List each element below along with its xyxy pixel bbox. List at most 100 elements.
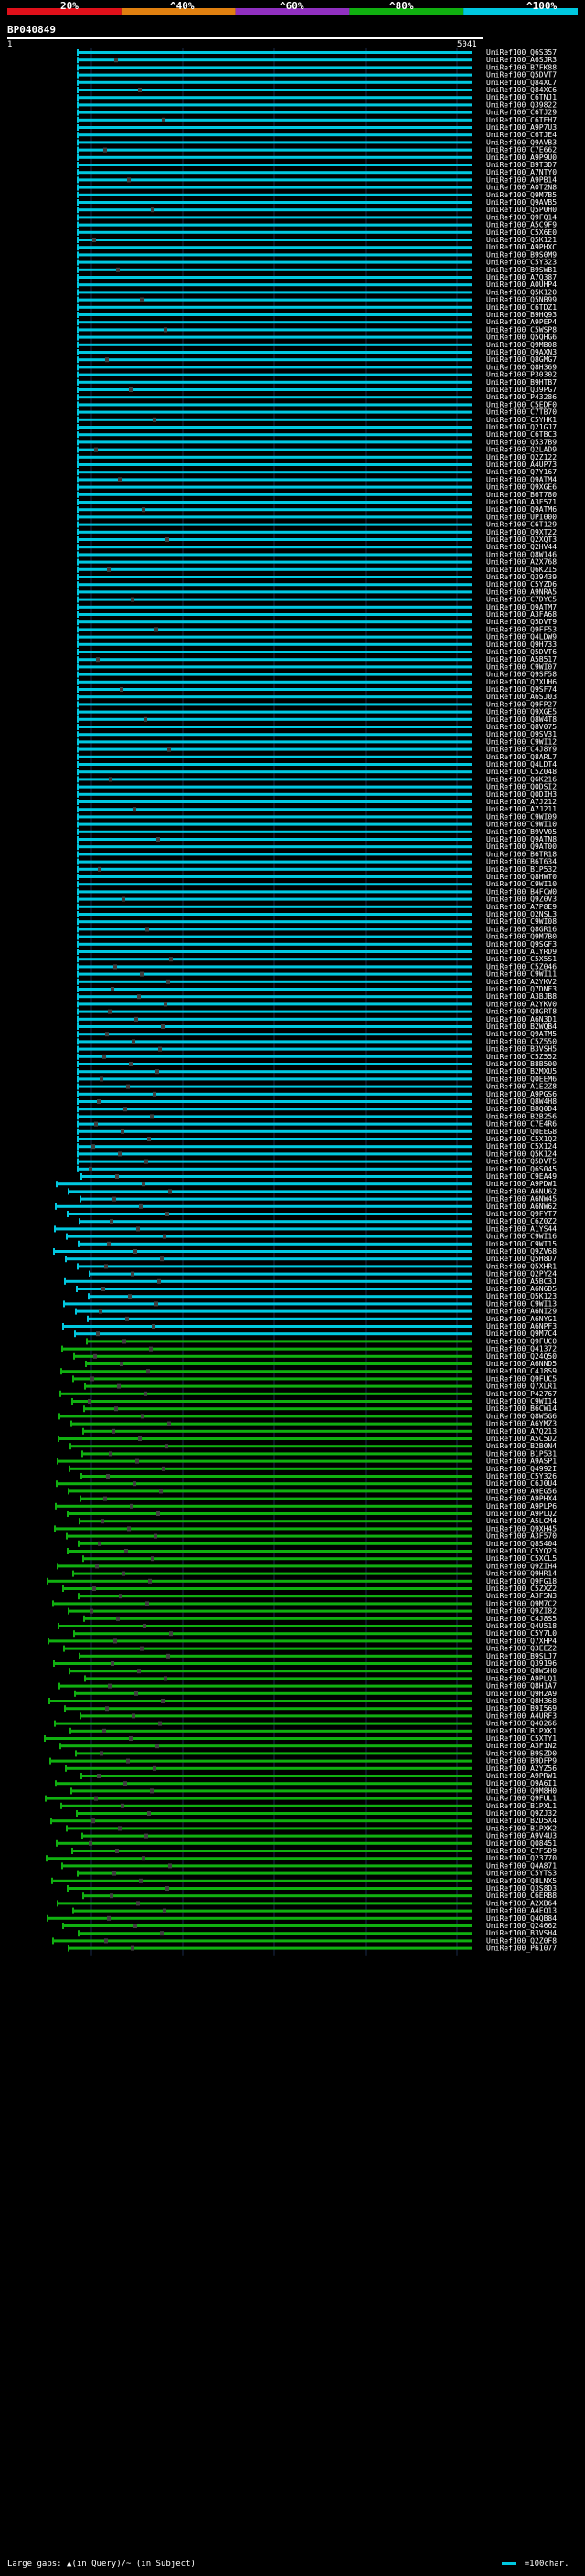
hit-label: UniRef100_B9VV05 — [486, 828, 557, 836]
hit-bar — [59, 1437, 472, 1440]
hit-start-tick — [77, 828, 79, 835]
colorbar-segment — [463, 8, 578, 15]
hit-start-tick — [67, 1211, 69, 1217]
hit-label: UniRef100_A9P9U0 — [486, 154, 557, 162]
hit-label: UniRef100_Q8GMG7 — [486, 355, 557, 364]
hit-label: UniRef100_Q9M7C2 — [486, 1599, 557, 1607]
hit-bar — [79, 1129, 472, 1133]
hit-label: UniRef100_A9ASP1 — [486, 1458, 557, 1466]
hit-label: UniRef100_Q39PG7 — [486, 386, 557, 394]
gap-marker — [124, 1549, 128, 1553]
hit-label: UniRef100_C5YTS3 — [486, 1870, 557, 1878]
gap-marker — [149, 1346, 153, 1352]
hit-label: UniRef100_Q0EEG8 — [486, 1128, 557, 1136]
hit-bar — [48, 1579, 472, 1583]
gap-marker — [154, 1301, 158, 1307]
hit-start-tick — [77, 790, 79, 798]
gap-marker — [109, 777, 112, 782]
gap-marker — [121, 1803, 124, 1808]
hit-bar — [84, 1894, 472, 1898]
hit-bar — [77, 1309, 472, 1313]
gap-marker — [157, 1278, 161, 1284]
hit-start-tick — [56, 1181, 58, 1188]
gap-marker — [94, 1121, 98, 1127]
hit-label: UniRef100_Q7DNF3 — [486, 985, 557, 993]
hit-label: UniRef100_Q4U518 — [486, 1622, 557, 1630]
hit-start-tick — [84, 1383, 86, 1390]
hit-label: UniRef100_C5XCL5 — [486, 1554, 557, 1563]
hit-bar — [47, 1797, 472, 1800]
hit-bar — [80, 1595, 472, 1598]
hit-label: UniRef100_A7J211 — [486, 805, 557, 813]
gap-marker — [142, 1182, 145, 1187]
hit-bar — [69, 1190, 472, 1193]
hit-label: UniRef100_Q39196 — [486, 1659, 557, 1668]
hit-label: UniRef100_Q9FF53 — [486, 625, 557, 633]
gap-marker — [110, 1893, 113, 1899]
hit-start-tick — [89, 1270, 90, 1277]
hit-label: UniRef100_Q5H8D7 — [486, 1255, 557, 1263]
hit-bar — [68, 1534, 472, 1538]
hit-label: UniRef100_A6NW45 — [486, 1195, 557, 1203]
hit-label: UniRef100_B2B0N4 — [486, 1442, 557, 1450]
hit-bar — [49, 1639, 472, 1643]
hit-bar — [55, 1662, 472, 1665]
hit-start-tick — [77, 911, 79, 917]
hit-bar — [67, 1257, 472, 1261]
hit-bar — [79, 942, 472, 946]
hit-label: UniRef100_Q9AT00 — [486, 843, 557, 851]
hit-bar — [53, 1879, 472, 1882]
hit-label: UniRef100_B3VSH5 — [486, 1045, 557, 1054]
hit-label: UniRef100_B6TR18 — [486, 850, 557, 858]
hit-start-tick — [77, 1143, 79, 1150]
hit-label: UniRef100_A1YS44 — [486, 1224, 557, 1233]
hit-bar — [80, 1932, 472, 1935]
hit-bar — [79, 51, 472, 54]
gap-marker — [110, 1219, 113, 1224]
colorbar-segment — [121, 8, 236, 15]
hit-bar — [79, 567, 472, 571]
hit-bar — [63, 1347, 472, 1351]
hit-bar — [79, 403, 472, 407]
hit-bar — [59, 1625, 472, 1627]
gap-marker — [136, 1226, 140, 1232]
gap-marker — [129, 387, 133, 392]
gap-marker — [162, 1466, 165, 1471]
hit-bar — [79, 905, 472, 908]
hit-start-tick — [77, 1098, 79, 1105]
hit-label: UniRef100_Q9AVB3 — [486, 138, 557, 146]
hit-label: UniRef100_Q24Q50 — [486, 1352, 557, 1361]
hit-label: UniRef100_C7E4R6 — [486, 1120, 557, 1129]
hit-bar — [79, 530, 472, 534]
hit-bar — [87, 1362, 472, 1365]
gap-marker — [150, 1114, 154, 1119]
gap-marker — [165, 1886, 169, 1891]
hit-bar — [56, 1527, 472, 1531]
hit-label: UniRef100_Q9A6I1 — [486, 1779, 557, 1787]
gap-marker — [142, 507, 145, 513]
hit-bar — [48, 1857, 472, 1860]
hit-bar — [57, 1504, 472, 1508]
hit-start-tick — [77, 686, 79, 693]
hit-label: UniRef100_A7Q387 — [486, 273, 557, 281]
hit-bar — [79, 89, 472, 91]
hit-start-tick — [79, 1652, 80, 1659]
hit-bar — [68, 1235, 472, 1238]
hit-start-tick — [81, 1450, 83, 1458]
hit-label: UniRef100_C9WI14 — [486, 1397, 557, 1405]
hit-start-tick — [54, 1525, 56, 1532]
hit-start-tick — [77, 761, 79, 768]
hit-start-tick — [77, 949, 79, 955]
gap-marker — [165, 1212, 169, 1216]
hit-bar — [79, 598, 472, 601]
hit-start-tick — [77, 986, 79, 992]
hit-start-tick — [77, 176, 79, 184]
hit-label: UniRef100_C9WI10 — [486, 821, 557, 829]
hit-start-tick — [77, 364, 79, 371]
gap-marker — [106, 1474, 110, 1479]
hit-start-tick — [77, 566, 79, 573]
hit-label: UniRef100_B8B500 — [486, 1060, 557, 1068]
hit-label: UniRef100_A5LGM4 — [486, 1517, 557, 1525]
hit-bar — [79, 1138, 472, 1140]
hit-label: UniRef100_A9PB14 — [486, 175, 557, 184]
